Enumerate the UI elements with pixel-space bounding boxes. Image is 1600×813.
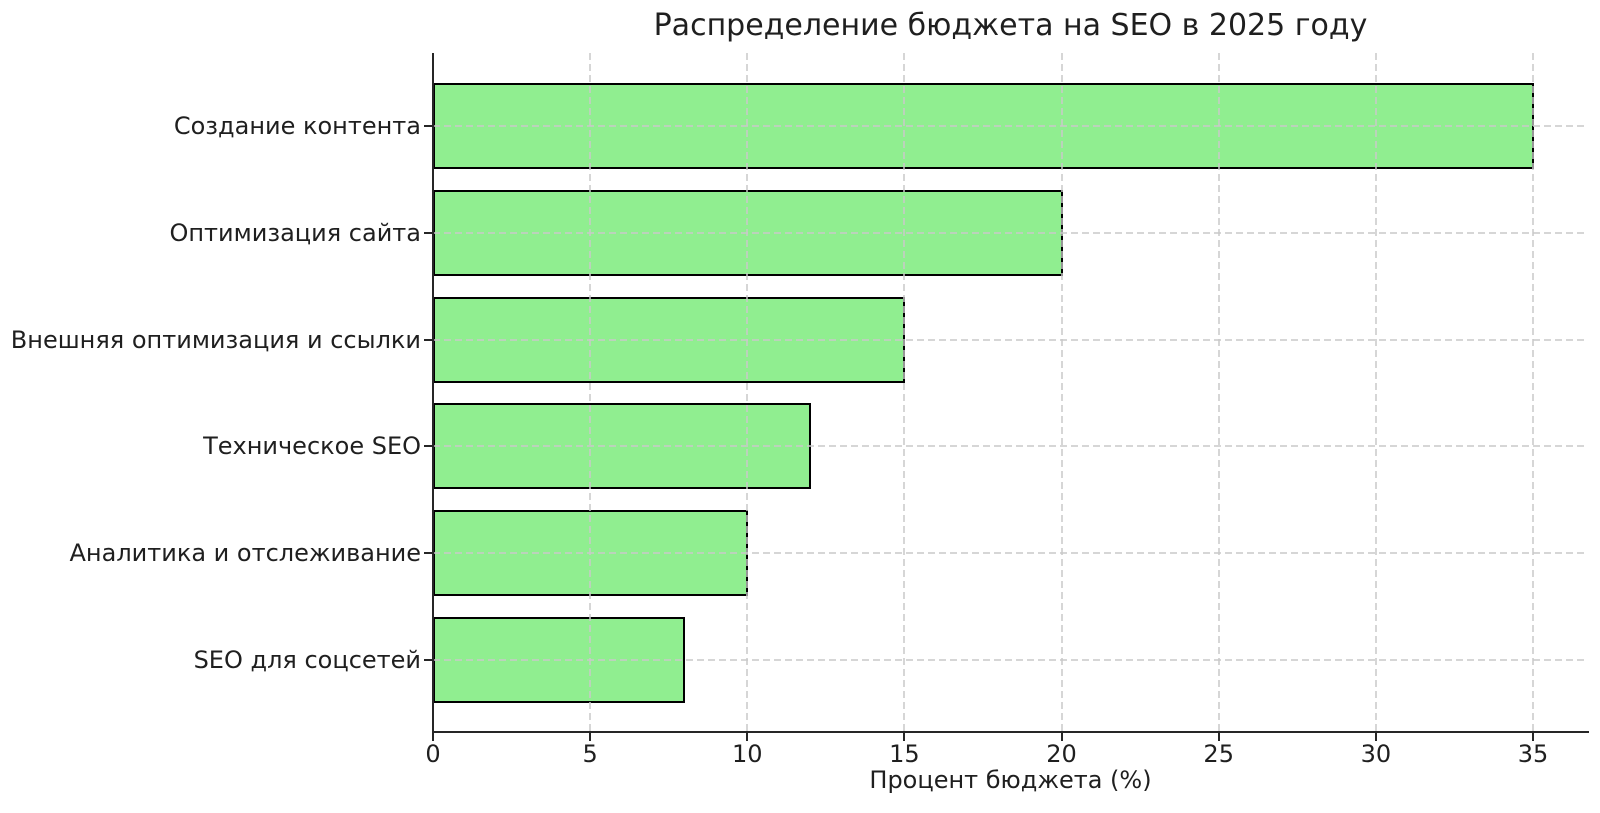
y-tick-mark	[424, 338, 433, 341]
x-gridline	[746, 53, 749, 731]
category-label: Оптимизация сайта	[169, 218, 421, 247]
y-gridline	[433, 552, 1588, 555]
chart-title: Распределение бюджета на SEO в 2025 году	[653, 8, 1368, 43]
x-tick-mark	[1060, 732, 1063, 741]
y-gridline	[433, 338, 1588, 341]
category-label: Техническое SEO	[203, 432, 421, 461]
x-tick-label: 25	[1203, 740, 1234, 768]
x-tick-label: 0	[425, 740, 441, 768]
category-label: SEO для соцсетей	[193, 646, 421, 674]
x-tick-mark	[1217, 732, 1220, 741]
x-tick-label: 30	[1360, 740, 1392, 768]
x-tick-label: 10	[732, 740, 763, 768]
category-label: Аналитика и отслеживание	[69, 539, 421, 568]
plot-area	[424, 53, 1589, 741]
y-gridline	[433, 231, 1588, 234]
y-axis-spine	[432, 53, 434, 733]
x-axis-title: Процент бюджета (%)	[869, 766, 1152, 794]
x-tick-label: 5	[582, 740, 598, 768]
y-tick-mark	[424, 659, 433, 661]
x-axis-spine	[432, 731, 1589, 733]
y-tick-mark	[424, 231, 433, 234]
x-gridline	[589, 53, 592, 731]
x-gridline	[1217, 53, 1220, 731]
x-tick-label: 20	[1046, 740, 1077, 768]
x-tick-label: 35	[1517, 740, 1549, 768]
y-gridline	[433, 659, 1588, 661]
x-gridline	[903, 53, 906, 731]
y-tick-mark	[424, 445, 433, 448]
x-tick-mark	[589, 732, 592, 741]
y-tick-mark	[424, 552, 433, 555]
x-tick-mark	[903, 732, 906, 741]
category-label: Создание контента	[173, 112, 421, 140]
x-gridline	[1532, 53, 1534, 731]
x-gridline	[1060, 53, 1063, 731]
x-tick-mark	[1532, 732, 1534, 741]
y-tick-mark	[424, 125, 433, 127]
x-tick-mark	[432, 732, 434, 741]
x-tick-mark	[746, 732, 749, 741]
x-tick-label: 15	[889, 740, 920, 768]
y-gridline	[433, 445, 1588, 448]
x-tick-mark	[1374, 732, 1377, 741]
category-label: Внешняя оптимизация и ссылки	[10, 325, 421, 354]
x-gridline	[1374, 53, 1377, 731]
y-gridline	[433, 125, 1588, 127]
